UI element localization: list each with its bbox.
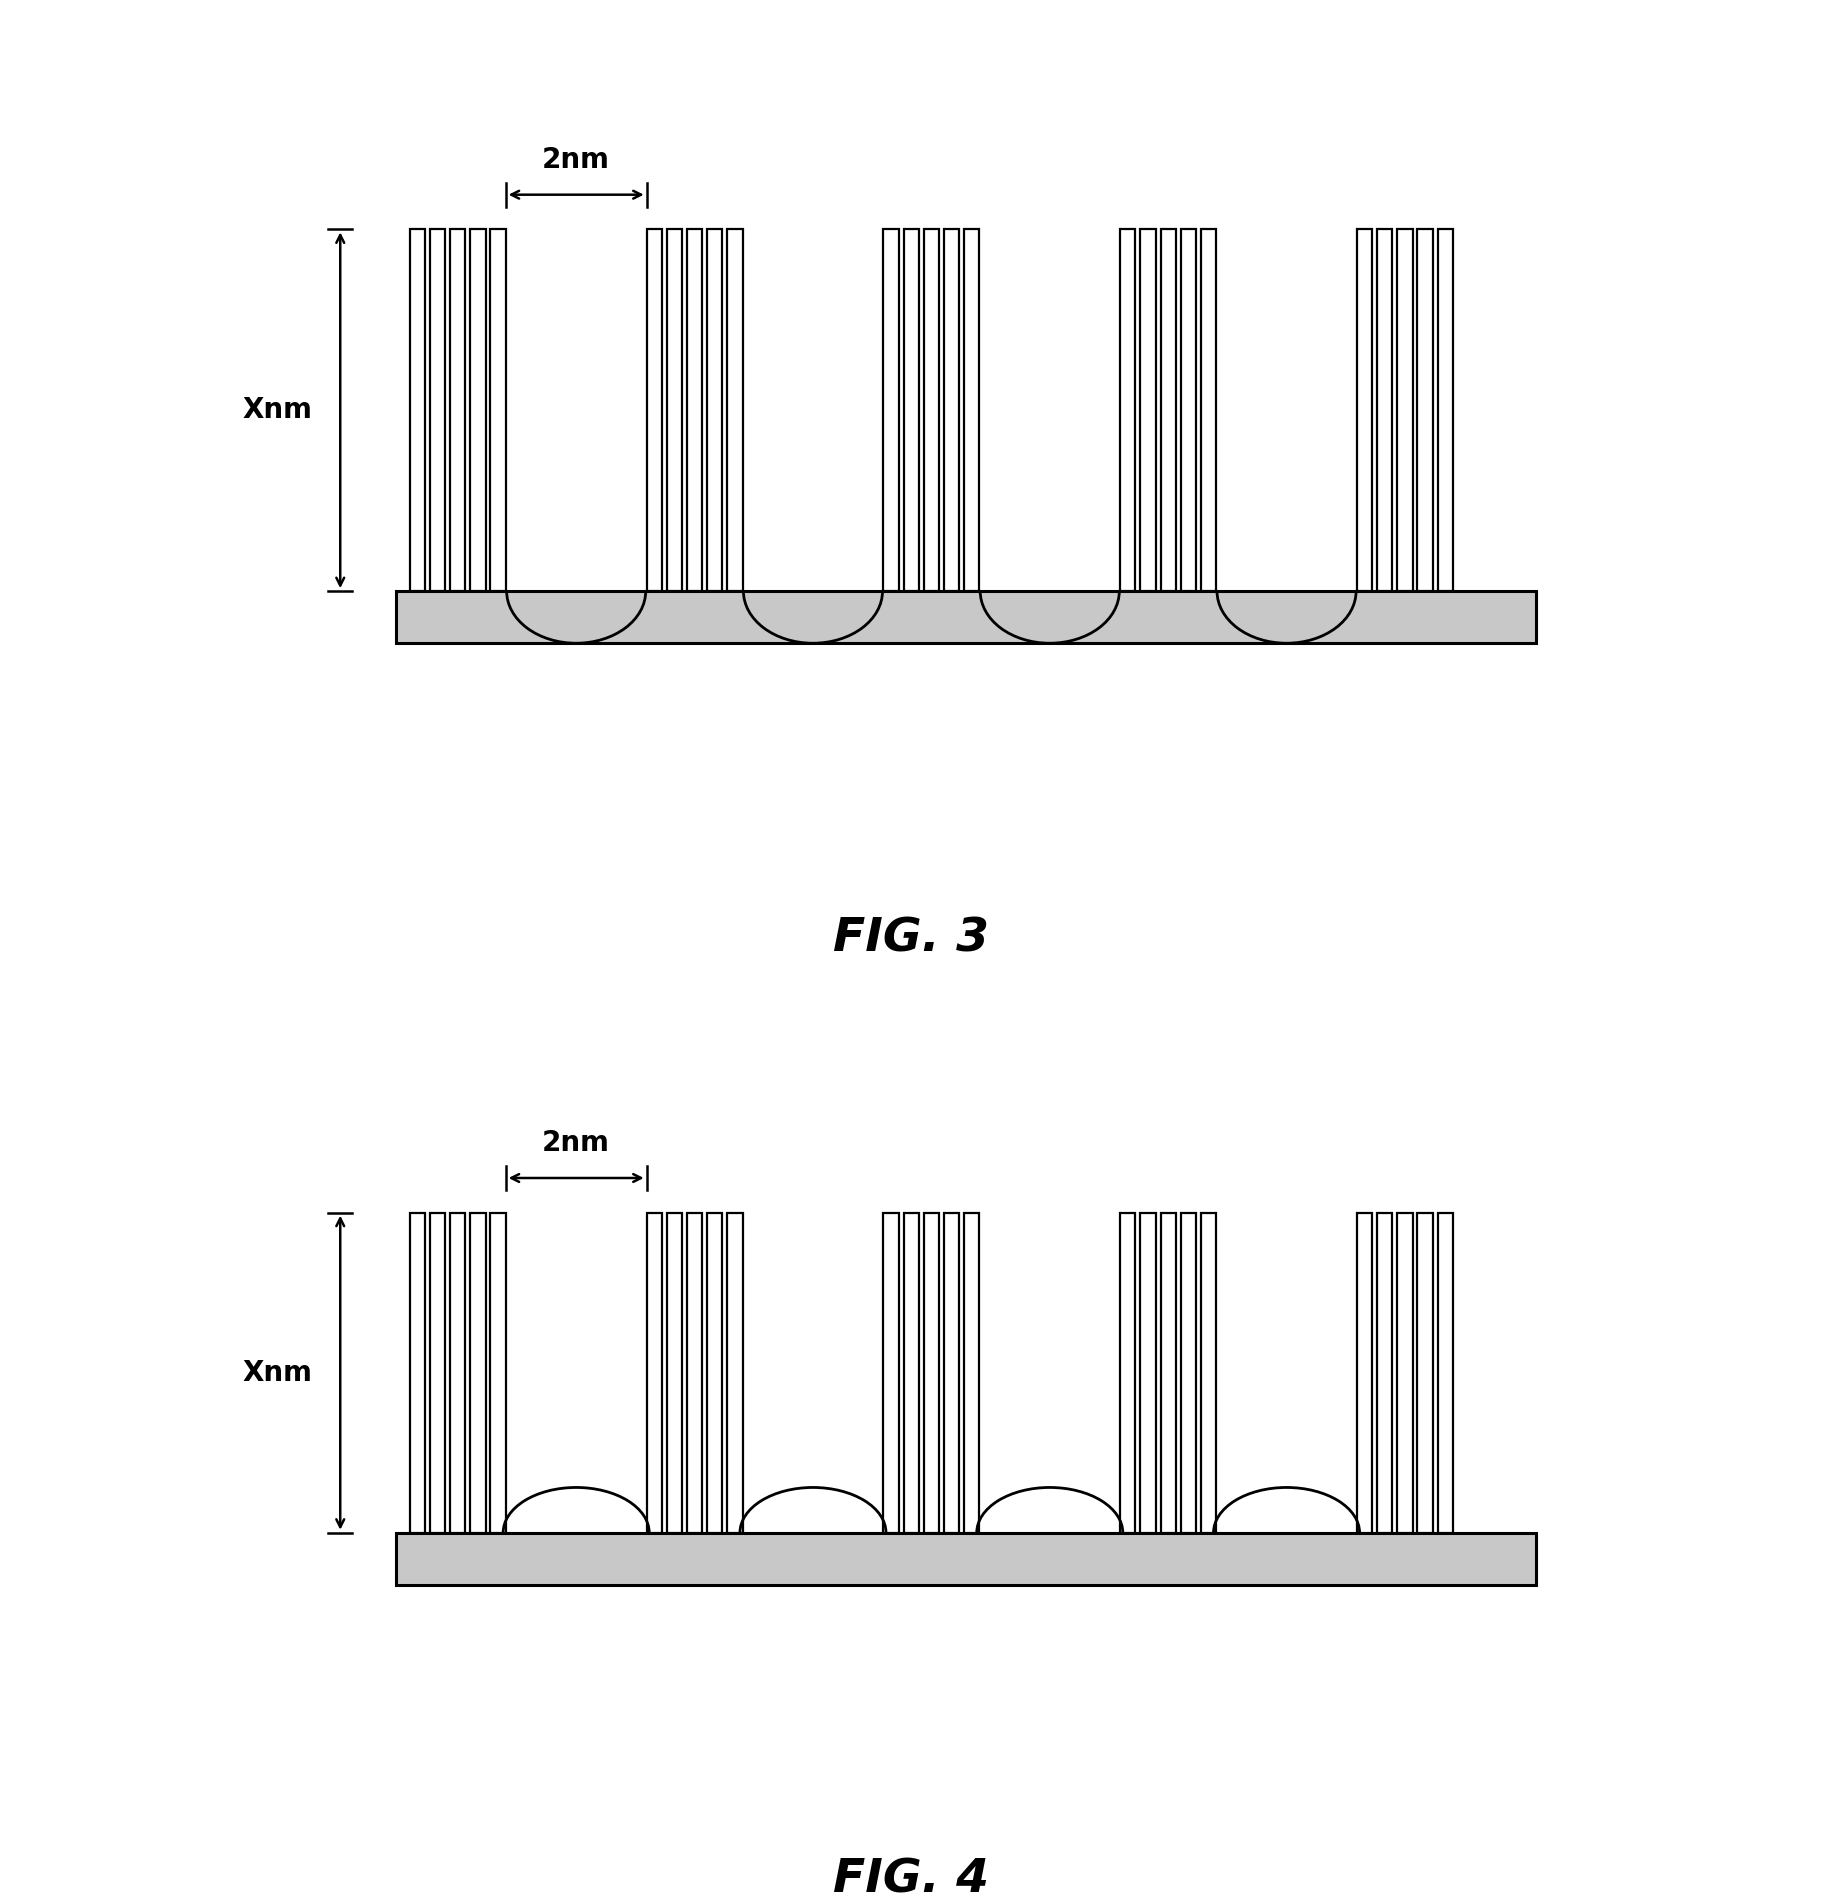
Bar	[1140, 1213, 1156, 1533]
Text: FIG. 4: FIG. 4	[832, 1858, 989, 1902]
Bar	[943, 230, 960, 590]
Text: Xnm: Xnm	[242, 1359, 313, 1386]
Text: 2nm: 2nm	[543, 1129, 610, 1158]
Bar	[727, 1213, 743, 1533]
Bar	[450, 230, 466, 590]
Bar	[1437, 230, 1453, 590]
Bar	[707, 230, 723, 590]
Bar	[646, 1213, 661, 1533]
Bar	[470, 230, 486, 590]
Bar	[1180, 1213, 1196, 1533]
Bar	[1180, 230, 1196, 590]
Bar	[687, 1213, 703, 1533]
Bar	[1120, 230, 1136, 590]
Text: 2nm: 2nm	[543, 147, 610, 173]
Bar	[395, 590, 1537, 644]
Bar	[1357, 1213, 1373, 1533]
Bar	[395, 1533, 1537, 1584]
Bar	[923, 230, 940, 590]
Bar	[1357, 230, 1373, 590]
Bar	[490, 230, 506, 590]
Bar	[1397, 230, 1413, 590]
Bar	[1200, 230, 1216, 590]
Bar	[430, 1213, 446, 1533]
Bar	[1377, 230, 1393, 590]
Bar	[666, 1213, 683, 1533]
Bar	[470, 1213, 486, 1533]
Text: FIG. 3: FIG. 3	[832, 916, 989, 962]
Bar	[1160, 1213, 1176, 1533]
Bar	[1140, 230, 1156, 590]
Bar	[1120, 1213, 1136, 1533]
Bar	[883, 230, 900, 590]
Bar	[963, 230, 980, 590]
Bar	[1417, 1213, 1433, 1533]
Bar	[646, 230, 661, 590]
Bar	[883, 1213, 900, 1533]
Bar	[1160, 230, 1176, 590]
Bar	[430, 230, 446, 590]
Bar	[410, 230, 424, 590]
Bar	[687, 230, 703, 590]
Bar	[943, 1213, 960, 1533]
Bar	[410, 1213, 424, 1533]
Bar	[923, 1213, 940, 1533]
Bar	[1200, 1213, 1216, 1533]
Bar	[963, 1213, 980, 1533]
Text: Xnm: Xnm	[242, 396, 313, 425]
Bar	[490, 1213, 506, 1533]
Bar	[1377, 1213, 1393, 1533]
Bar	[1417, 230, 1433, 590]
Bar	[1397, 1213, 1413, 1533]
Bar	[707, 1213, 723, 1533]
Bar	[666, 230, 683, 590]
Bar	[450, 1213, 466, 1533]
Bar	[727, 230, 743, 590]
Bar	[903, 1213, 920, 1533]
Bar	[903, 230, 920, 590]
Bar	[1437, 1213, 1453, 1533]
